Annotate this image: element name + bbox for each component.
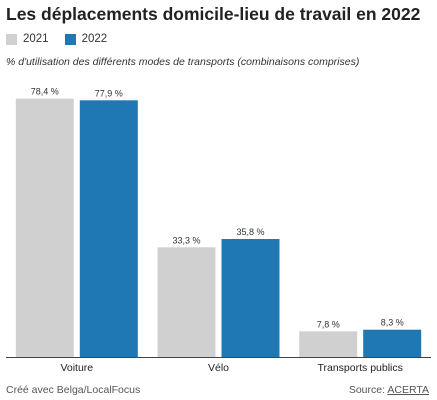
bar-2022-3 [363, 329, 422, 357]
category-label-1: Voiture [60, 362, 93, 374]
category-label-3: Transports publics [317, 362, 402, 374]
legend-swatch-2021 [6, 33, 17, 45]
chart-legend: 2021 2022 [6, 33, 123, 45]
bar-2021-3 [299, 331, 358, 357]
legend-item-2022: 2022 [64, 33, 108, 45]
legend-swatch-2022 [64, 33, 76, 45]
bar-2022-1 [79, 100, 138, 358]
data-label-2021-2: 33,3 % [172, 235, 200, 245]
data-label-2022-1: 77,9 % [95, 88, 123, 98]
credit-text: Créé avec Belga/LocalFocus [6, 384, 141, 396]
bar-2021-2 [157, 247, 216, 357]
bar-2021-1 [15, 98, 74, 357]
category-label-2: Vélo [208, 362, 229, 374]
data-label-2022-2: 35,8 % [236, 227, 264, 237]
bar-2022-2 [221, 239, 280, 357]
source-link[interactable]: ACERTA [387, 384, 429, 396]
source-label: Source: [348, 384, 386, 396]
legend-label-2021: 2021 [23, 33, 49, 45]
chart-subtitle: % d'utilisation des différents modes de … [6, 56, 360, 68]
data-label-2021-1: 78,4 % [31, 87, 59, 97]
legend-label-2022: 2022 [81, 33, 108, 45]
chart-title: Les déplacements domicile-lieu de travai… [6, 4, 421, 24]
data-label-2021-3: 7,8 % [317, 319, 340, 329]
source-text: Source: ACERTA [349, 384, 429, 396]
legend-item-2021: 2021 [6, 33, 49, 45]
data-label-2022-3: 8,3 % [381, 318, 404, 328]
